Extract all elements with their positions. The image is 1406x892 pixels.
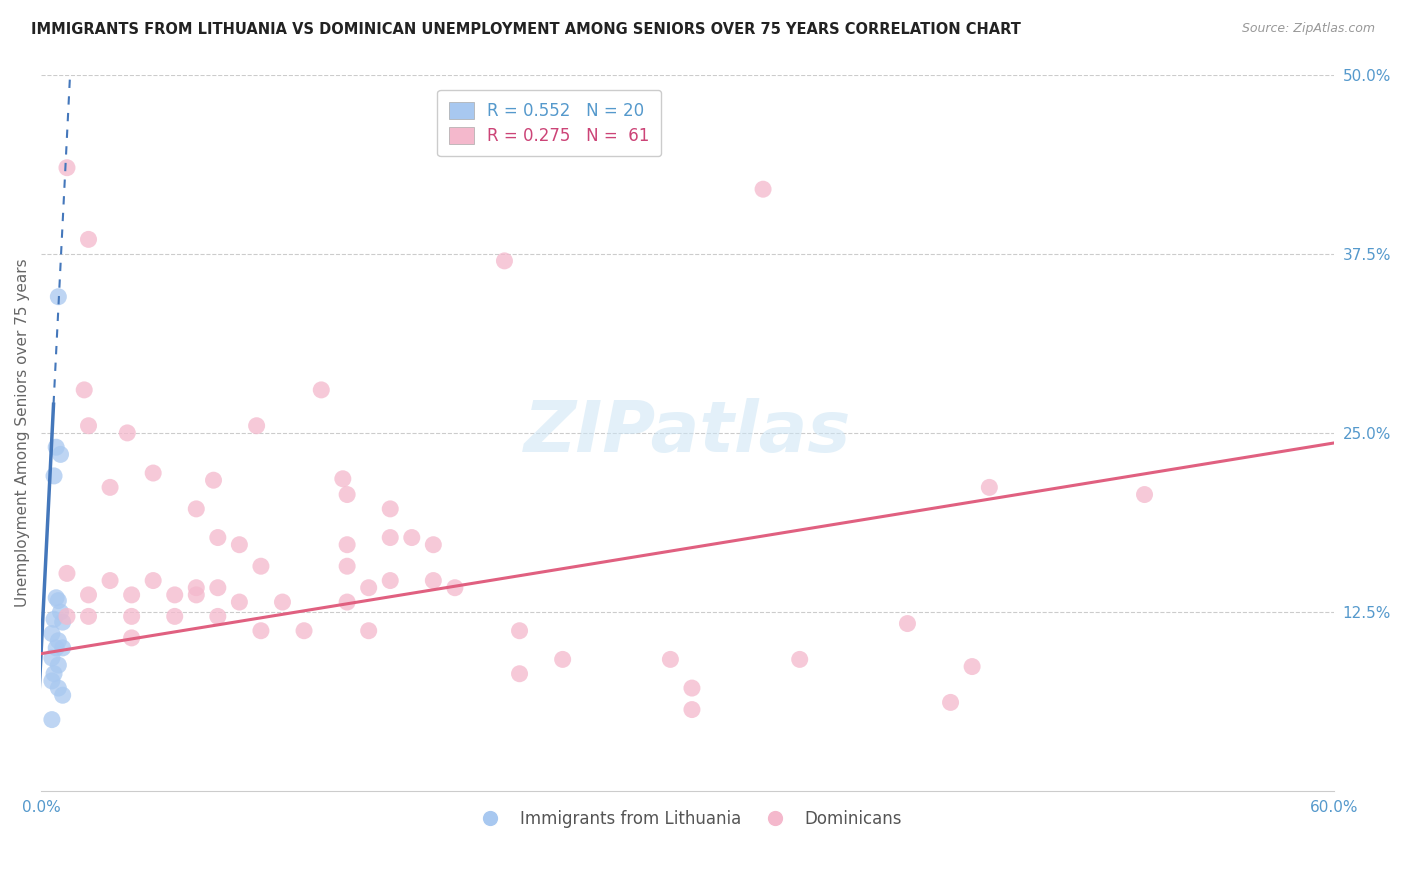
- Point: [121, 588, 143, 602]
- Point: [98, 480, 121, 494]
- Point: [73, 383, 96, 397]
- Point: [163, 588, 186, 602]
- Point: [186, 588, 208, 602]
- Point: [52, 640, 75, 655]
- Point: [681, 681, 703, 695]
- Point: [45, 440, 67, 454]
- Point: [49, 447, 72, 461]
- Point: [45, 640, 67, 655]
- Y-axis label: Unemployment Among Seniors over 75 years: Unemployment Among Seniors over 75 years: [15, 259, 30, 607]
- Point: [1133, 487, 1156, 501]
- Point: [41, 673, 63, 688]
- Point: [401, 531, 423, 545]
- Point: [271, 595, 294, 609]
- Point: [292, 624, 315, 638]
- Point: [98, 574, 121, 588]
- Point: [49, 605, 72, 619]
- Point: [52, 688, 75, 702]
- Point: [422, 574, 444, 588]
- Point: [246, 418, 269, 433]
- Point: [380, 574, 402, 588]
- Point: [77, 609, 100, 624]
- Point: [357, 581, 380, 595]
- Point: [979, 480, 1001, 494]
- Point: [494, 253, 516, 268]
- Point: [336, 538, 359, 552]
- Point: [659, 652, 682, 666]
- Point: [117, 425, 139, 440]
- Point: [207, 531, 229, 545]
- Point: [48, 633, 70, 648]
- Point: [207, 581, 229, 595]
- Point: [332, 472, 354, 486]
- Point: [42, 612, 65, 626]
- Point: [422, 538, 444, 552]
- Point: [207, 609, 229, 624]
- Point: [52, 615, 75, 629]
- Point: [142, 466, 165, 480]
- Text: IMMIGRANTS FROM LITHUANIA VS DOMINICAN UNEMPLOYMENT AMONG SENIORS OVER 75 YEARS : IMMIGRANTS FROM LITHUANIA VS DOMINICAN U…: [31, 22, 1021, 37]
- Point: [250, 559, 273, 574]
- Point: [444, 581, 467, 595]
- Point: [56, 161, 79, 175]
- Point: [41, 626, 63, 640]
- Point: [311, 383, 333, 397]
- Point: [56, 566, 79, 581]
- Point: [380, 501, 402, 516]
- Point: [752, 182, 775, 196]
- Text: Source: ZipAtlas.com: Source: ZipAtlas.com: [1241, 22, 1375, 36]
- Point: [77, 418, 100, 433]
- Text: ZIPatlas: ZIPatlas: [524, 399, 851, 467]
- Point: [42, 666, 65, 681]
- Point: [45, 591, 67, 605]
- Point: [939, 695, 962, 709]
- Point: [48, 658, 70, 673]
- Point: [789, 652, 811, 666]
- Point: [163, 609, 186, 624]
- Point: [380, 531, 402, 545]
- Point: [681, 702, 703, 716]
- Point: [42, 469, 65, 483]
- Point: [142, 574, 165, 588]
- Point: [202, 473, 225, 487]
- Point: [896, 616, 918, 631]
- Point: [336, 559, 359, 574]
- Point: [48, 681, 70, 695]
- Point: [250, 624, 273, 638]
- Point: [186, 581, 208, 595]
- Point: [228, 538, 250, 552]
- Point: [48, 593, 70, 607]
- Point: [551, 652, 574, 666]
- Point: [228, 595, 250, 609]
- Point: [357, 624, 380, 638]
- Point: [77, 588, 100, 602]
- Point: [960, 659, 983, 673]
- Point: [41, 713, 63, 727]
- Point: [41, 651, 63, 665]
- Point: [186, 501, 208, 516]
- Legend: Immigrants from Lithuania, Dominicans: Immigrants from Lithuania, Dominicans: [467, 803, 908, 835]
- Point: [77, 232, 100, 246]
- Point: [48, 290, 70, 304]
- Point: [121, 609, 143, 624]
- Point: [336, 487, 359, 501]
- Point: [509, 666, 531, 681]
- Point: [509, 624, 531, 638]
- Point: [121, 631, 143, 645]
- Point: [336, 595, 359, 609]
- Point: [56, 609, 79, 624]
